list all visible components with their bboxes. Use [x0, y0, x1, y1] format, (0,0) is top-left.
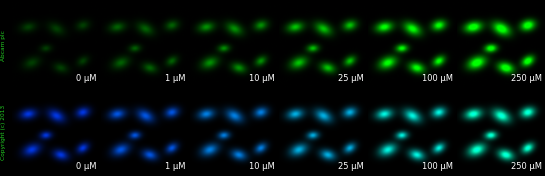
Text: Copyright (c) 2013: Copyright (c) 2013: [1, 104, 6, 160]
Text: 100 μM: 100 μM: [422, 162, 453, 171]
Text: 0 μM: 0 μM: [76, 162, 97, 171]
Text: 25 μM: 25 μM: [338, 74, 364, 83]
Text: 100 μM: 100 μM: [422, 74, 453, 83]
Text: 250 μM: 250 μM: [511, 162, 542, 171]
Text: 1 μM: 1 μM: [165, 162, 186, 171]
Text: 0 μM: 0 μM: [76, 74, 97, 83]
Text: 10 μM: 10 μM: [249, 162, 275, 171]
Text: 250 μM: 250 μM: [511, 74, 542, 83]
Text: 25 μM: 25 μM: [338, 162, 364, 171]
Text: 10 μM: 10 μM: [249, 74, 275, 83]
Text: 1 μM: 1 μM: [165, 74, 186, 83]
Text: Abcam plc: Abcam plc: [1, 30, 6, 61]
